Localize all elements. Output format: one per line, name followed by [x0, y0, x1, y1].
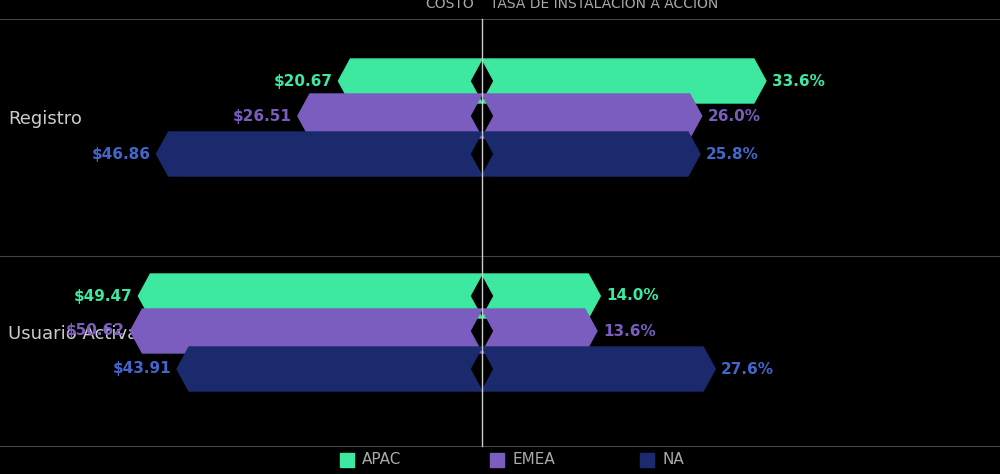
- Text: 26.0%: 26.0%: [708, 109, 761, 124]
- Polygon shape: [157, 132, 482, 176]
- Text: COSTO: COSTO: [425, 0, 474, 11]
- Polygon shape: [482, 94, 702, 138]
- Bar: [340, 453, 354, 467]
- Polygon shape: [482, 274, 600, 318]
- Text: 33.6%: 33.6%: [772, 73, 825, 89]
- Text: TASA DE INSTALACIÓN A ACCIÓN: TASA DE INSTALACIÓN A ACCIÓN: [490, 0, 718, 11]
- Polygon shape: [298, 94, 482, 138]
- Text: 13.6%: 13.6%: [603, 323, 656, 338]
- Text: APAC: APAC: [362, 453, 401, 467]
- Text: Usuario Activado: Usuario Activado: [8, 325, 161, 343]
- Text: $49.47: $49.47: [74, 289, 132, 303]
- Text: 14.0%: 14.0%: [606, 289, 659, 303]
- Text: 27.6%: 27.6%: [721, 362, 774, 376]
- Text: NA: NA: [662, 453, 684, 467]
- Bar: [640, 453, 654, 467]
- Polygon shape: [130, 309, 482, 353]
- Polygon shape: [482, 347, 715, 391]
- Text: Registro: Registro: [8, 110, 82, 128]
- Polygon shape: [138, 274, 482, 318]
- Polygon shape: [482, 59, 766, 103]
- Bar: [490, 453, 504, 467]
- Text: $46.86: $46.86: [92, 146, 151, 162]
- Text: $20.67: $20.67: [273, 73, 332, 89]
- Text: $43.91: $43.91: [112, 362, 171, 376]
- Polygon shape: [177, 347, 482, 391]
- Text: 25.8%: 25.8%: [706, 146, 759, 162]
- Text: EMEA: EMEA: [512, 453, 555, 467]
- Polygon shape: [338, 59, 482, 103]
- Polygon shape: [482, 309, 597, 353]
- Polygon shape: [482, 132, 700, 176]
- Text: $26.51: $26.51: [233, 109, 292, 124]
- Text: $50.62: $50.62: [65, 323, 124, 338]
